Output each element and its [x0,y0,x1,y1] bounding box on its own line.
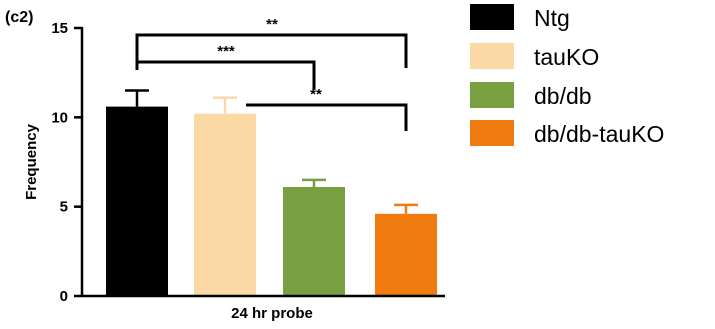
bar-db-db-tauko [375,213,437,296]
y-axis-title: Frequency [23,123,40,200]
legend-label: tauKO [534,44,599,70]
y-axis: 0 5 10 15 [51,20,84,305]
significance-label: ** [310,86,322,103]
legend-swatch [470,120,514,146]
significance-brackets: ******* [135,16,408,131]
legend-label: db/db-tauKO [534,121,664,147]
legend-label: Ntg [534,5,570,31]
legend-swatch [470,82,514,108]
bars [106,106,437,296]
error-bars [125,89,418,214]
bar-tauko [194,113,256,296]
legend: Ntg tauKO db/db db/db-tauKO [470,4,664,147]
x-axis-title: 24 hr probe [231,305,313,322]
significance-label: ** [266,16,278,33]
significance-label: *** [217,43,235,60]
legend-swatch [470,43,514,69]
legend-label: db/db [534,83,592,109]
y-tick-label: 15 [51,20,68,37]
y-tick-label: 0 [60,288,68,305]
bar-db-db [283,187,345,296]
bar-ntg [106,106,168,296]
y-tick-label: 5 [60,199,68,216]
y-tick-label: 10 [51,109,68,126]
legend-swatch [470,4,514,30]
panel-label: (c2) [5,9,33,26]
